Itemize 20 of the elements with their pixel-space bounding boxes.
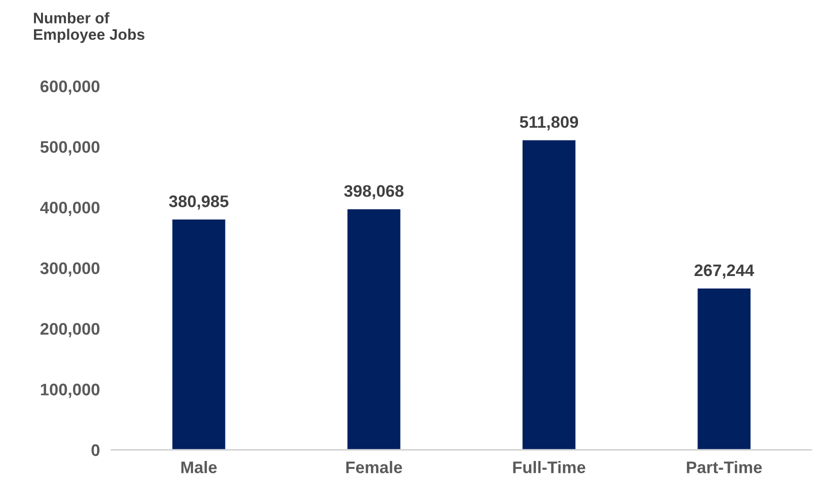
data-label: 511,809: [520, 116, 578, 130]
y-axis-title: Number of Employee Jobs: [34, 12, 144, 43]
bar: [696, 287, 752, 450]
data-label: 380,985: [169, 195, 228, 210]
x-tick-label: Full-Time: [513, 460, 586, 474]
bar: [170, 218, 227, 450]
y-tick-label: 500,000: [40, 141, 100, 156]
y-tick-label: 200,000: [40, 323, 100, 338]
bar: [346, 208, 402, 450]
y-tick-label: 300,000: [40, 262, 100, 277]
y-tick-label: 400,000: [40, 202, 100, 216]
data-label: 267,244: [694, 264, 754, 279]
x-tick-label: Female: [346, 460, 402, 474]
bar: [521, 138, 577, 450]
x-tick-label: Part-Time: [686, 460, 762, 474]
data-label: 398,068: [344, 185, 404, 200]
y-tick-label: 600,000: [40, 80, 100, 95]
y-tick-label: 0: [92, 444, 100, 456]
y-tick-label: 100,000: [40, 384, 100, 398]
x-tick-label: Male: [181, 460, 217, 474]
